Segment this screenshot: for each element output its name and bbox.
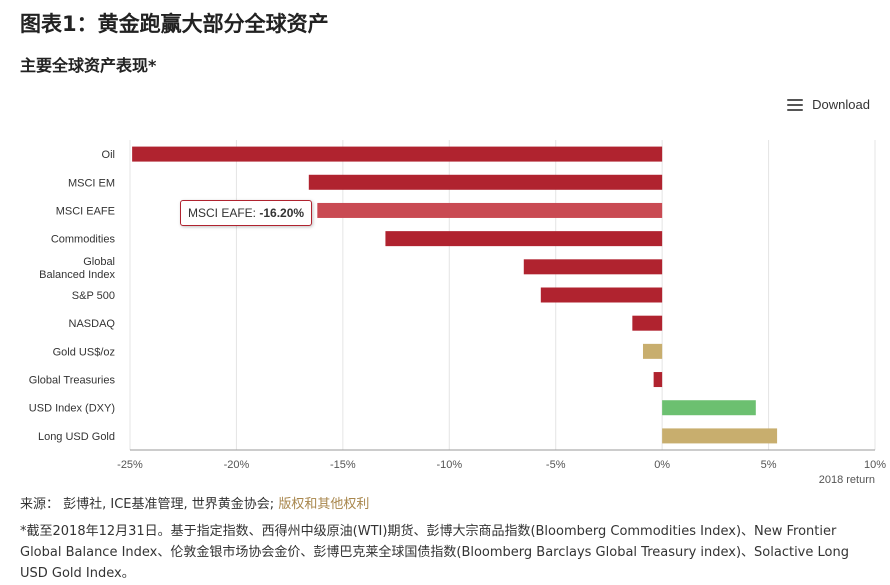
x-tick-label: -15% bbox=[330, 459, 356, 471]
bar[interactable] bbox=[662, 428, 778, 444]
tooltip: MSCI EAFE: -16.20% bbox=[180, 200, 313, 226]
y-category-label: Commodities bbox=[51, 234, 116, 246]
x-tick-label: -10% bbox=[436, 459, 462, 471]
y-category-label: Global Treasuries bbox=[29, 375, 116, 387]
x-tick-label: -25% bbox=[117, 459, 143, 471]
y-category-label: USD Index (DXY) bbox=[29, 403, 115, 415]
bar[interactable] bbox=[662, 400, 756, 416]
y-category-label: MSCI EAFE bbox=[56, 205, 115, 217]
x-tick-label: 5% bbox=[761, 459, 777, 471]
source-note: 来源： 彭博社, ICE基准管理, 世界黄金协会; 版权和其他权利 bbox=[20, 493, 369, 512]
tooltip-value: -16.20% bbox=[259, 206, 305, 220]
x-tick-label: 0% bbox=[654, 459, 670, 471]
chart-subtitle: 主要全球资产表现* bbox=[20, 56, 157, 75]
tooltip-label: MSCI EAFE: bbox=[188, 206, 260, 220]
download-label: Download bbox=[812, 97, 870, 112]
bar[interactable] bbox=[642, 343, 663, 359]
bar[interactable] bbox=[385, 231, 663, 247]
bar-chart: Oil MSCI EM MSCI EAFE Commodities Global Bala… bbox=[29, 140, 886, 486]
rights-link[interactable]: 版权和其他权利 bbox=[278, 497, 370, 512]
bar[interactable] bbox=[308, 174, 663, 190]
chart-title: 图表1：黄金跑赢大部分全球资产 bbox=[20, 12, 329, 36]
bar[interactable] bbox=[132, 146, 663, 162]
source-text: 来源： 彭博社, ICE基准管理, 世界黄金协会; bbox=[20, 497, 279, 512]
bar[interactable] bbox=[653, 372, 663, 388]
y-category-label: Gold US$/oz bbox=[53, 346, 115, 358]
footnote: *截至2018年12月31日。基于指定指数、西得州中级原油(WTI)期货、彭博大… bbox=[20, 524, 849, 581]
y-category-label: MSCI EM bbox=[68, 177, 115, 189]
y-category-label: S&P 500 bbox=[72, 290, 115, 302]
bar[interactable] bbox=[317, 202, 663, 218]
x-tick-label: 10% bbox=[864, 459, 886, 471]
y-category-label: NASDAQ bbox=[69, 318, 116, 330]
download-button[interactable]: Download bbox=[787, 97, 870, 112]
menu-icon bbox=[787, 98, 804, 111]
x-axis-title: 2018 return bbox=[819, 474, 875, 486]
y-category-label: Global Balanced Index bbox=[39, 256, 115, 281]
x-tick-label: -5% bbox=[546, 459, 566, 471]
y-category-label: Oil bbox=[102, 149, 115, 161]
bar[interactable] bbox=[632, 315, 663, 331]
x-tick-label: -20% bbox=[224, 459, 250, 471]
y-category-label: Long USD Gold bbox=[38, 431, 115, 443]
bar[interactable] bbox=[540, 287, 663, 303]
bar[interactable] bbox=[523, 259, 663, 275]
